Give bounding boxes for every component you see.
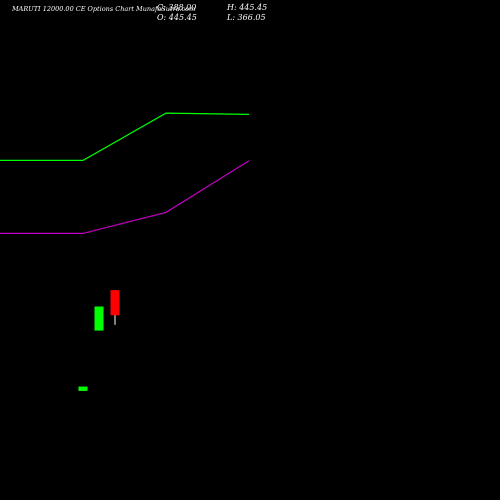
candle-body-2 bbox=[94, 306, 104, 331]
low-value: L: 366.05 bbox=[227, 13, 266, 22]
candle-body-1 bbox=[78, 386, 88, 391]
series-line-2 bbox=[0, 160, 250, 234]
high-value: H: 445.45 bbox=[227, 3, 268, 12]
chart-title: MARUTI 12000.00 CE Options Chart MunafaS… bbox=[12, 5, 196, 13]
close-value: C: 388.00 bbox=[157, 3, 197, 12]
open-value: O: 445.45 bbox=[157, 13, 197, 22]
candle-body-3 bbox=[110, 290, 120, 316]
series-line-1 bbox=[0, 112, 250, 161]
